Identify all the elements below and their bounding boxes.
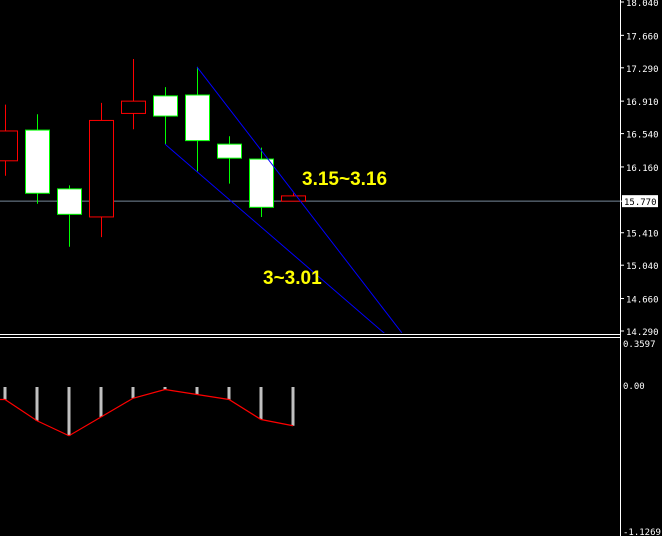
price-tick-label: 14.290 [626,328,659,338]
histogram-bar [131,387,135,399]
histogram-bar [195,387,199,395]
price-tick-label: 15.040 [626,262,659,272]
trendline [164,143,387,335]
current-price-label-bg [622,195,658,208]
histogram-bar [163,387,167,390]
candle-body [153,95,178,117]
histogram-bar [227,387,231,400]
indicator-tick-label: -1.1269 [623,528,661,536]
histogram-bar [99,387,103,417]
histogram-bar [3,387,7,400]
price-tick-label: 18.040 [626,0,659,9]
candle-body [121,100,146,114]
candle-body [281,195,306,202]
indicator-tick-label: 0.00 [623,382,645,392]
signal-line [0,388,294,437]
price-tick-label: 16.540 [626,131,659,141]
candle-body [57,188,82,215]
price-tick-label: 16.160 [626,164,659,174]
indicator-pane [0,387,295,437]
price-tick-label: 16.910 [626,98,659,108]
candle-body [185,94,210,142]
candle-body [217,143,242,159]
price-tick-label: 14.660 [626,296,659,306]
price-tick-label: 17.660 [626,32,659,42]
price-tick-label: 15.410 [626,230,659,240]
price-tick-label: 17.290 [626,65,659,75]
price-axis[interactable]: 18.040 17.660 17.290 16.910 16.540 16.160 15.7… [620,0,661,536]
histogram-bar [259,387,263,420]
pane-gap [0,333,620,338]
annotation-lower: 3~3.01 [263,268,322,289]
candle-body [249,158,274,208]
candle-body [89,119,114,218]
histogram-bar [67,387,71,436]
price-pane [0,59,620,338]
histogram-bar [35,387,39,421]
candle-body [25,129,50,194]
histogram-bar [291,387,295,426]
trendline [196,66,403,334]
indicator-tick-label: 0.3597 [623,340,656,350]
annotation-upper: 3.15~3.16 [302,169,387,190]
current-price-label: 15.770 [624,198,657,208]
candle-body [0,130,18,162]
